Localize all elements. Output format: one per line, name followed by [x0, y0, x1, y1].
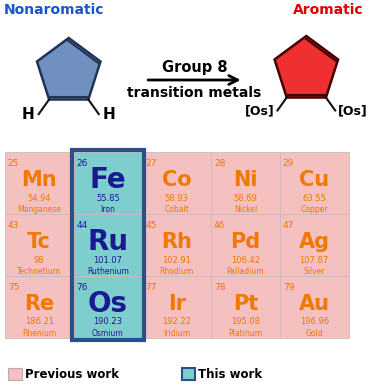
Text: Rh: Rh	[161, 232, 192, 252]
Bar	[8, 368, 22, 380]
Bar	[280, 276, 349, 338]
Text: 186.21: 186.21	[25, 318, 54, 326]
Bar	[211, 214, 280, 276]
Text: 44: 44	[77, 221, 88, 230]
Text: 190.23: 190.23	[94, 318, 123, 326]
Text: 76: 76	[77, 283, 88, 292]
Text: 46: 46	[214, 221, 226, 230]
Bar	[182, 368, 195, 380]
Text: 101.07: 101.07	[94, 256, 123, 264]
Text: H: H	[22, 107, 35, 122]
Text: Pt: Pt	[233, 294, 258, 314]
Text: 195.08: 195.08	[231, 318, 260, 326]
Text: Rhodium: Rhodium	[160, 266, 194, 276]
Text: Cobalt: Cobalt	[164, 204, 189, 214]
Bar	[5, 152, 74, 214]
Bar	[142, 152, 211, 214]
Bar	[72, 150, 144, 340]
Text: Palladium: Palladium	[227, 266, 264, 276]
Text: Silver: Silver	[303, 266, 325, 276]
Text: Aromatic: Aromatic	[292, 3, 363, 17]
Bar	[211, 152, 280, 214]
Text: 47: 47	[283, 221, 294, 230]
Text: Previous work: Previous work	[25, 368, 119, 380]
Text: Re: Re	[24, 294, 54, 314]
Polygon shape	[37, 38, 101, 99]
Polygon shape	[275, 36, 338, 97]
Text: Gold: Gold	[305, 328, 323, 338]
Bar	[74, 214, 142, 276]
Text: Nickel: Nickel	[234, 204, 257, 214]
Bar	[211, 276, 280, 338]
Text: 58.93: 58.93	[165, 194, 188, 203]
Text: Ag: Ag	[299, 232, 329, 252]
Text: 102.91: 102.91	[162, 256, 191, 264]
Text: This work: This work	[198, 368, 263, 380]
Text: 75: 75	[8, 283, 19, 292]
Text: [Os]: [Os]	[245, 104, 275, 117]
Text: 54.94: 54.94	[27, 194, 51, 203]
Text: Group 8: Group 8	[162, 60, 227, 75]
Text: [Os]: [Os]	[338, 104, 368, 117]
Text: Co: Co	[162, 170, 191, 190]
Text: Copper: Copper	[300, 204, 328, 214]
Text: Nonaromatic: Nonaromatic	[4, 3, 104, 17]
Text: Ir: Ir	[168, 294, 186, 314]
Text: 77: 77	[145, 283, 157, 292]
Text: Tc: Tc	[27, 232, 51, 252]
Text: Iron: Iron	[101, 204, 116, 214]
Text: Ni: Ni	[233, 170, 258, 190]
Text: Manganese: Manganese	[17, 204, 61, 214]
Text: 43: 43	[8, 221, 19, 230]
Bar	[74, 276, 142, 338]
Text: H: H	[103, 107, 116, 122]
Text: transition metals: transition metals	[127, 86, 261, 100]
Text: Rhenium: Rhenium	[22, 328, 56, 338]
Text: Platinum: Platinum	[229, 328, 263, 338]
Bar	[74, 152, 142, 214]
Text: 25: 25	[8, 159, 19, 168]
Text: 98: 98	[34, 256, 45, 264]
Text: Technetium: Technetium	[17, 266, 61, 276]
Text: 29: 29	[283, 159, 294, 168]
Text: 28: 28	[214, 159, 226, 168]
Text: 78: 78	[214, 283, 226, 292]
Text: 196.96: 196.96	[300, 318, 329, 326]
Text: Iridium: Iridium	[163, 328, 190, 338]
Text: Cu: Cu	[299, 170, 329, 190]
Text: Os: Os	[88, 290, 128, 318]
Text: 106.42: 106.42	[231, 256, 260, 264]
Text: 45: 45	[145, 221, 157, 230]
Text: Ru: Ru	[88, 228, 129, 256]
Text: 107.87: 107.87	[300, 256, 329, 264]
Text: Ruthenium: Ruthenium	[87, 266, 129, 276]
Text: Osmium: Osmium	[92, 328, 124, 338]
Bar	[5, 276, 74, 338]
Bar	[142, 214, 211, 276]
Bar	[142, 276, 211, 338]
Text: Fe: Fe	[90, 166, 126, 194]
Text: 63.55: 63.55	[302, 194, 326, 203]
Text: 58.69: 58.69	[233, 194, 257, 203]
Bar	[280, 152, 349, 214]
Text: Pd: Pd	[230, 232, 261, 252]
Text: Mn: Mn	[21, 170, 57, 190]
Text: 26: 26	[77, 159, 88, 168]
Text: Au: Au	[299, 294, 329, 314]
Text: 27: 27	[145, 159, 157, 168]
Text: 192.22: 192.22	[162, 318, 191, 326]
Bar	[280, 214, 349, 276]
Text: 55.85: 55.85	[96, 194, 120, 203]
Bar	[5, 214, 74, 276]
Text: 79: 79	[283, 283, 294, 292]
